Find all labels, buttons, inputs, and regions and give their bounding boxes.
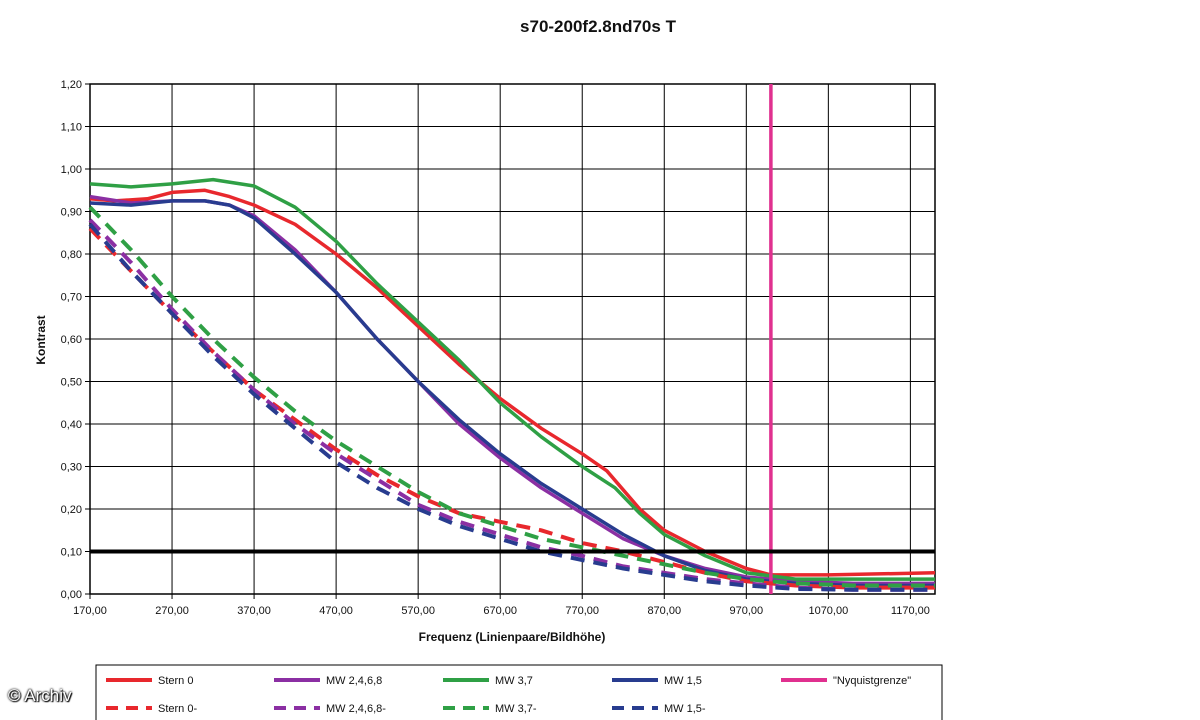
chart-title: s70-200f2.8nd70s T (520, 17, 677, 36)
y-tick-label: 1,00 (61, 164, 82, 176)
legend-label: MW 1,5- (664, 703, 706, 715)
x-tick-label: 770,00 (565, 605, 599, 617)
legend-label: MW 2,4,6,8- (326, 703, 386, 715)
series-lines (88, 84, 936, 594)
y-axis-label: Kontrast (34, 315, 48, 364)
legend-label: MW 3,7- (495, 703, 537, 715)
legend-label: MW 1,5 (664, 675, 702, 687)
x-tick-label: 1170,00 (891, 605, 930, 617)
x-tick-label: 870,00 (647, 605, 681, 617)
series-line-stern-0-dashed (88, 227, 935, 590)
y-tick-label: 0,10 (61, 547, 82, 559)
legend-label: MW 3,7 (495, 675, 533, 687)
y-tick-label: 1,10 (61, 122, 82, 134)
x-tick-label: 470,00 (319, 605, 353, 617)
archive-watermark: © Archiv (8, 686, 72, 705)
legend-box (95, 664, 943, 720)
x-tick-label: 1070,00 (808, 605, 848, 617)
legend-label: Stern 0 (158, 675, 193, 687)
y-tick-label: 0,30 (61, 462, 82, 474)
legend-label: Stern 0- (158, 703, 197, 715)
series-line-mw-3-7-solid (89, 177, 935, 581)
x-tick-label: 370,00 (237, 605, 271, 617)
legend: Stern 0 MW 2,4,6,8 MW 3,7 MW 1,5 "Nyquistgre… (95, 664, 943, 720)
series-line-mw-1-5-dashed (88, 222, 935, 592)
x-tick-label: 970,00 (729, 605, 763, 617)
y-tick-label: 1,20 (61, 79, 82, 91)
series-line-stern-0-solid (89, 188, 936, 577)
series-line-mw-3-7-dashed (88, 205, 935, 588)
y-tick-label: 0,70 (61, 292, 82, 304)
y-tick-label: 0,50 (61, 377, 82, 389)
legend-label: "Nyquistgrenze" (833, 675, 911, 687)
axis-ticks: 0,00 0,10 0,20 0,30 0,40 0,50 0,60 0,70 0,80 0,90… (61, 79, 930, 617)
legend-label: MW 2,4,6,8 (326, 675, 382, 687)
y-tick-label: 0,00 (61, 589, 82, 601)
y-tick-label: 0,60 (61, 334, 82, 346)
x-tick-label: 670,00 (483, 605, 517, 617)
x-tick-label: 270,00 (155, 605, 189, 617)
x-tick-label: 170,00 (73, 605, 107, 617)
x-axis-label: Frequenz (Linienpaare/Bildhöhe) (419, 630, 606, 644)
y-tick-label: 0,40 (61, 419, 82, 431)
y-tick-label: 0,90 (61, 207, 82, 219)
y-tick-label: 0,20 (61, 504, 82, 516)
x-tick-label: 570,00 (401, 605, 435, 617)
y-tick-label: 0,80 (61, 249, 82, 261)
series-line-mw-2-4-6-8-dashed (88, 218, 935, 592)
